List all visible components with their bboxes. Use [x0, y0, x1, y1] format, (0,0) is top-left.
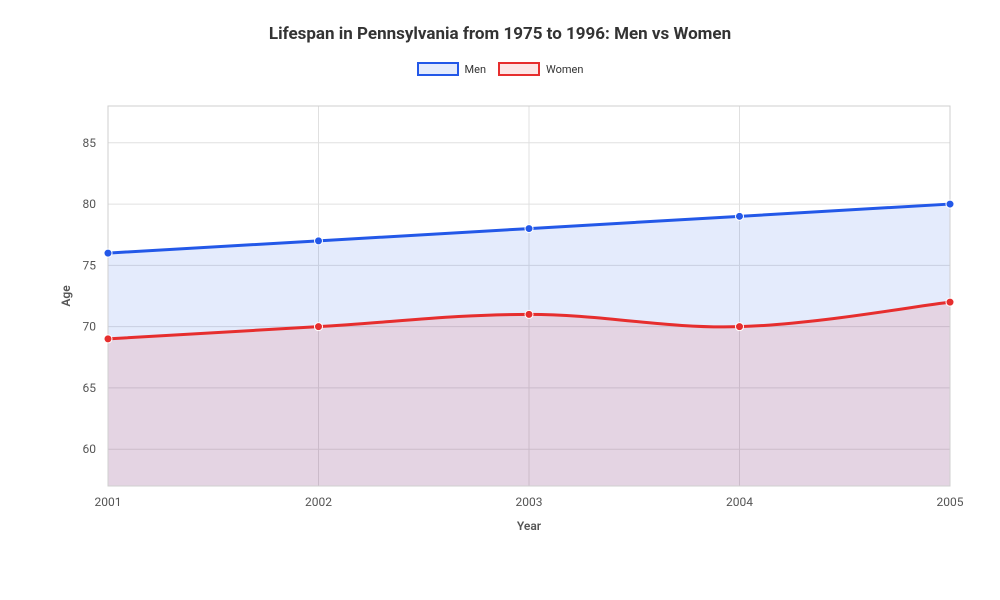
- svg-text:Age: Age: [60, 285, 73, 307]
- legend-item-women: Women: [498, 62, 583, 76]
- svg-text:2004: 2004: [726, 495, 753, 509]
- legend-item-men: Men: [417, 62, 487, 76]
- svg-text:75: 75: [83, 258, 97, 272]
- legend-label-men: Men: [465, 63, 487, 76]
- legend: Men Women: [0, 62, 1000, 76]
- svg-text:2003: 2003: [516, 495, 543, 509]
- svg-text:2005: 2005: [937, 495, 964, 509]
- svg-text:65: 65: [83, 381, 97, 395]
- svg-text:2002: 2002: [305, 495, 332, 509]
- svg-text:2001: 2001: [95, 495, 122, 509]
- svg-text:70: 70: [83, 320, 97, 334]
- svg-text:80: 80: [83, 197, 97, 211]
- svg-text:85: 85: [83, 136, 97, 150]
- plot-svg: 60 65 70 75 80 85 2001 2002 2003 2004 2005 Year Age: [60, 96, 970, 536]
- svg-text:Year: Year: [517, 519, 542, 533]
- chart-title: Lifespan in Pennsylvania from 1975 to 19…: [0, 0, 1000, 44]
- legend-swatch-women: [498, 62, 540, 76]
- legend-swatch-men: [417, 62, 459, 76]
- plot-area: 60 65 70 75 80 85 2001 2002 2003 2004 2005 Year Age: [60, 96, 970, 536]
- svg-text:60: 60: [83, 442, 97, 456]
- legend-label-women: Women: [546, 63, 583, 76]
- chart-container: Lifespan in Pennsylvania from 1975 to 19…: [0, 0, 1000, 600]
